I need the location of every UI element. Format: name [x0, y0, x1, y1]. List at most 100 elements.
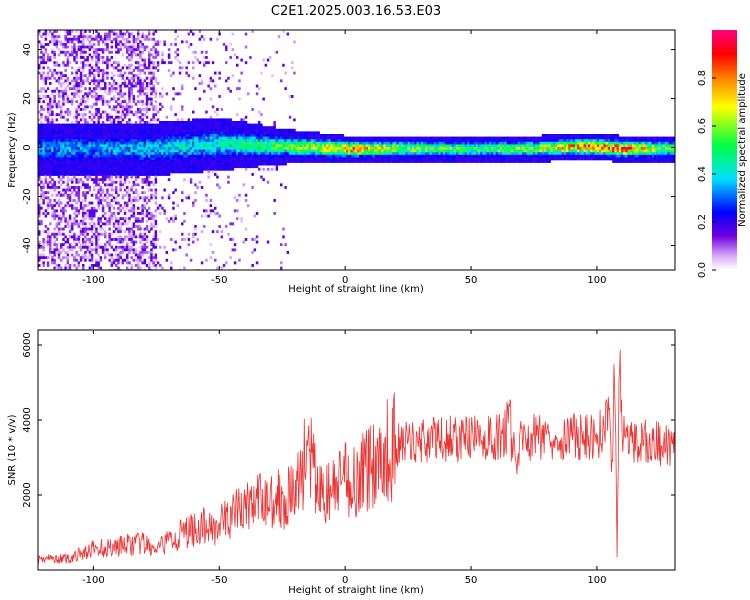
spectrogram-cell — [152, 162, 155, 166]
spectrogram-cell — [207, 128, 210, 132]
spectrogram-cell — [249, 154, 252, 158]
spectrogram-cell — [192, 201, 195, 205]
spectrogram-cell — [134, 178, 138, 182]
spectrogram-cell — [106, 154, 109, 158]
spectrogram-cell — [130, 167, 133, 171]
spectrogram-cell — [77, 165, 81, 169]
spectrogram-cell — [68, 136, 72, 140]
spectrogram-cell — [110, 136, 114, 140]
spectrogram-cell — [192, 131, 195, 135]
spectrogram-cell — [88, 251, 92, 254]
spectrogram-cell — [66, 170, 70, 174]
spectrogram-cell — [57, 82, 61, 85]
spectrogram-cell — [233, 53, 237, 57]
spectrogram-cell — [93, 126, 96, 130]
spectrogram-cell — [229, 165, 232, 169]
spectrogram-cell — [71, 30, 74, 33]
spectrogram-cell — [137, 74, 140, 78]
spectrogram-cell — [167, 162, 171, 166]
spectrogram-cell — [82, 82, 85, 85]
spectrogram-cell — [119, 178, 122, 182]
spectrogram-cell — [368, 139, 371, 143]
spectrogram-cell — [73, 84, 76, 88]
spectrogram-cell — [77, 152, 81, 156]
spectrogram-cell — [207, 61, 210, 65]
spectrogram-cell — [269, 56, 272, 59]
spectrogram-cell — [90, 193, 94, 197]
spectrogram-cell — [233, 248, 237, 252]
spectrogram-cell — [106, 32, 109, 36]
spectrogram-cell — [354, 141, 358, 145]
spectrogram-cell — [192, 204, 195, 208]
spectrogram-cell — [211, 79, 215, 83]
spectrogram-cell — [174, 160, 177, 163]
spectrogram-cell — [291, 154, 294, 158]
spectrogram-cell — [189, 165, 193, 169]
spectrogram-cell — [233, 209, 237, 213]
spectrogram-cell — [231, 141, 235, 145]
spectrogram-cell — [104, 173, 107, 176]
spectrogram-cell — [152, 105, 155, 109]
spectrogram-cell — [101, 100, 105, 104]
spectrogram-cell — [207, 134, 210, 137]
spectrogram-cell — [64, 37, 67, 41]
spectrogram-cell — [132, 152, 136, 156]
spectrogram-cell — [225, 48, 228, 52]
spectrogram-cell — [211, 147, 215, 150]
spectrogram-cell — [66, 180, 70, 184]
spectrogram-cell — [255, 240, 259, 244]
spectrogram-cell — [139, 100, 142, 104]
spectrogram-cell — [152, 240, 155, 244]
spectrogram-cell — [104, 160, 107, 163]
spectrogram-cell — [163, 160, 166, 163]
spectrogram-cell — [139, 141, 142, 145]
spectrogram-cell — [106, 63, 109, 67]
spectrogram-cell — [64, 35, 67, 39]
spectrogram-cell — [97, 144, 100, 148]
spectrogram-cell — [227, 232, 230, 236]
spectrogram-cell — [77, 82, 81, 85]
spectrogram-cell — [132, 100, 136, 104]
spectrogram-cell — [93, 48, 96, 52]
spectrogram-cell — [88, 92, 92, 96]
spectrogram-cell — [88, 212, 92, 215]
spectrogram-cell — [385, 152, 389, 156]
spectrogram-cell — [165, 154, 169, 158]
spectrogram-cell — [112, 144, 116, 148]
figure-title: C2E1.2025.003.16.53.E03 — [271, 4, 441, 19]
spectrogram-cell — [236, 209, 239, 213]
spectrogram-cell — [181, 191, 184, 195]
spectrogram-cell — [154, 178, 158, 182]
spectrogram-cell — [183, 178, 186, 182]
spectrogram-cell — [104, 235, 107, 239]
spectrogram-cell — [90, 35, 94, 39]
spectrogram-cell — [90, 258, 94, 262]
spectrogram-cell — [49, 131, 52, 135]
spectrogram-cell — [104, 84, 107, 88]
spectrogram-cell — [187, 232, 191, 236]
spectrogram-cell — [244, 144, 248, 148]
spectrogram-cell — [150, 258, 153, 262]
spectrogram-cell — [88, 105, 92, 109]
spectrogram-cell — [38, 32, 41, 36]
spectrogram-cell — [38, 253, 41, 257]
spectrogram-cell — [145, 240, 149, 244]
spectrogram-cell — [104, 134, 107, 137]
spectrogram-cell — [84, 240, 87, 244]
spectrogram-cell — [236, 199, 239, 202]
spectrogram-cell — [106, 113, 109, 117]
spectrogram-cell — [88, 170, 92, 174]
spectrogram-cell — [75, 149, 78, 153]
spectrogram-cell — [137, 141, 140, 145]
spectrogram-cell — [79, 30, 83, 33]
spectrogram-cell — [370, 152, 373, 156]
spectrogram-cell — [115, 149, 118, 153]
spectrogram-cell — [143, 144, 147, 148]
spectrogram-cell — [42, 139, 45, 143]
spectrogram-cell — [68, 167, 72, 171]
spectrogram-cell — [225, 144, 228, 148]
spectrogram-cell — [71, 165, 74, 169]
spectrogram-cell — [68, 131, 72, 135]
spectrogram-cell — [68, 170, 72, 174]
spectrogram-cell — [126, 248, 129, 252]
